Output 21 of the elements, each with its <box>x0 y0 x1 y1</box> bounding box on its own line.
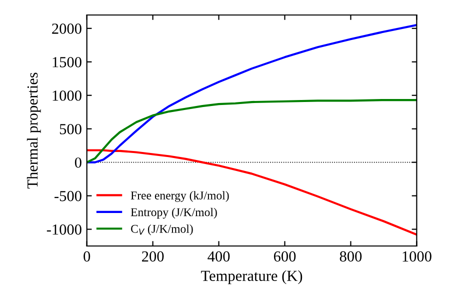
legend-label: Entropy (J/K/mol) <box>130 208 217 219</box>
x-axis-title: Temperature (K) <box>201 270 302 284</box>
legend-label: C$_{V}$ (J/K/mol) <box>131 224 193 236</box>
y-tick-label: 2000 <box>52 24 82 34</box>
y-axis-title: Thermal properties <box>26 72 41 189</box>
x-tick-label: 200 <box>142 251 164 262</box>
line-series <box>86 98 417 164</box>
x-tick-label: 1000 <box>402 251 432 262</box>
y-tick-label: -500 <box>54 190 82 202</box>
line-series <box>86 149 417 236</box>
y-tick-label: 1500 <box>52 57 82 68</box>
x-tick-label: 0 <box>84 251 90 262</box>
x-tick-label: 600 <box>274 251 296 262</box>
y-tick-label: 1000 <box>52 90 82 101</box>
line-series <box>86 24 417 164</box>
y-tick-label: 0 <box>74 157 82 168</box>
y-tick-label: 500 <box>60 124 82 134</box>
y-tick-label: -1000 <box>46 224 82 235</box>
x-tick-label: 800 <box>340 251 362 262</box>
legend-label: Free energy (kJ/mol) <box>130 191 229 202</box>
x-tick-label: 400 <box>208 251 230 262</box>
